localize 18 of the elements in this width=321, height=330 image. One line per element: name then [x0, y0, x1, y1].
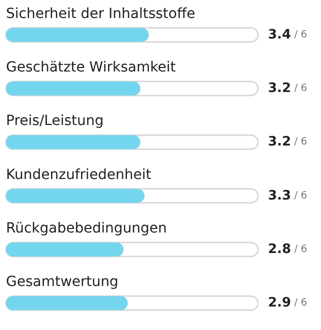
- data-label: 2.8: [268, 242, 292, 257]
- text: / 6: [294, 298, 308, 309]
- y-tick-label: Geschätzte Wirksamkeit: [6, 60, 176, 76]
- text: / 6: [291, 29, 308, 40]
- data-label: 3.4: [268, 27, 292, 42]
- data-label: 3.3: [268, 188, 292, 204]
- data-label: 3.2: [268, 134, 292, 150]
- text: / 6: [294, 83, 308, 94]
- y-tick-label: Preis/Leistung: [6, 113, 104, 130]
- y-tick-label: Gesamtwertung: [6, 274, 118, 290]
- data-label: 3.2: [268, 81, 292, 96]
- y-tick-label: Rückgabebedingungen: [6, 220, 167, 236]
- y-tick-label: Kundenzufriedenheit: [6, 166, 152, 183]
- text: / 6: [294, 190, 308, 202]
- y-tick-label: Sicherheit der Inhaltsstoffe: [6, 6, 196, 22]
- data-label: 2.9: [268, 296, 292, 311]
- text: / 6: [294, 244, 308, 255]
- text: / 6: [294, 136, 308, 148]
